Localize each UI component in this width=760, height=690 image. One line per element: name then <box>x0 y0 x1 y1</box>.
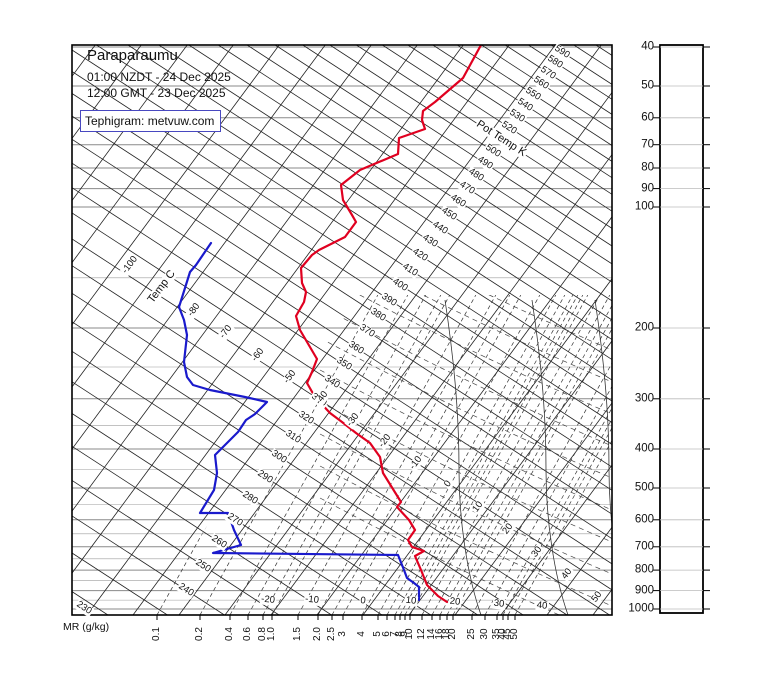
mr-tick-label: 30 <box>479 628 490 640</box>
isotherm-bottom-label: -20 <box>259 593 277 606</box>
pressure-label: 600 <box>634 513 654 526</box>
pressure-label: 200 <box>634 321 654 334</box>
mr-tick-label: 1.5 <box>292 627 303 641</box>
pressure-label: 50 <box>641 79 654 92</box>
mr-tick-label: 4 <box>356 631 367 637</box>
pressure-label: 90 <box>641 181 654 194</box>
pressure-label: 80 <box>641 161 654 174</box>
mr-tick-label: 20 <box>447 628 458 640</box>
pressure-label: 900 <box>634 583 654 596</box>
pressure-label: 800 <box>634 563 654 576</box>
source-link-label[interactable]: Tephigram: metvuw.com <box>85 114 215 128</box>
station-title: Paraparaumu <box>87 47 178 64</box>
local-time-line: 01:00 NZDT - 24 Dec 2025 <box>87 70 231 84</box>
pressure-label: 300 <box>634 392 654 405</box>
pressure-label: 500 <box>634 481 654 494</box>
pressure-label: 1000 <box>628 602 654 615</box>
mr-tick-label: 0.6 <box>242 627 253 641</box>
isotherm-bottom-label: 0 <box>358 595 368 607</box>
mr-tick-label: 50 <box>509 628 520 640</box>
isotherm-bottom-label: -10 <box>303 593 321 606</box>
mr-tick-label: 10 <box>404 628 415 640</box>
source-link-box[interactable]: Tephigram: metvuw.com <box>80 110 222 132</box>
isotherm-bottom-label: 10 <box>404 594 418 607</box>
pressure-label: 100 <box>634 200 654 213</box>
mr-tick-label: 0.4 <box>224 627 235 641</box>
pressure-label: 700 <box>634 540 654 552</box>
pressure-label: 70 <box>641 137 654 150</box>
mr-tick-label: 0.2 <box>194 627 205 641</box>
isotherm-bottom-label: 30 <box>492 597 506 610</box>
pressure-label: 40 <box>641 40 654 53</box>
mr-tick-label: 0.1 <box>151 627 162 641</box>
mr-tick-label: 1.0 <box>266 627 277 641</box>
mr-tick-label: 3 <box>337 631 348 637</box>
mr-axis-title: MR (g/kg) <box>63 621 110 633</box>
isotherm-bottom-label: 40 <box>535 599 549 612</box>
utc-time-line: 12:00 GMT - 23 Dec 2025 <box>87 86 226 100</box>
mr-tick-label: 25 <box>466 628 477 640</box>
isotherm-bottom-label: 20 <box>448 595 462 608</box>
pressure-label: 60 <box>641 111 654 124</box>
pressure-label: 400 <box>634 442 654 455</box>
mr-tick-label: 2.5 <box>326 627 337 641</box>
chart-header: Paraparaumu 01:00 NZDT - 24 Dec 2025 12:… <box>87 47 231 102</box>
mr-tick-label: 2.0 <box>312 627 323 641</box>
